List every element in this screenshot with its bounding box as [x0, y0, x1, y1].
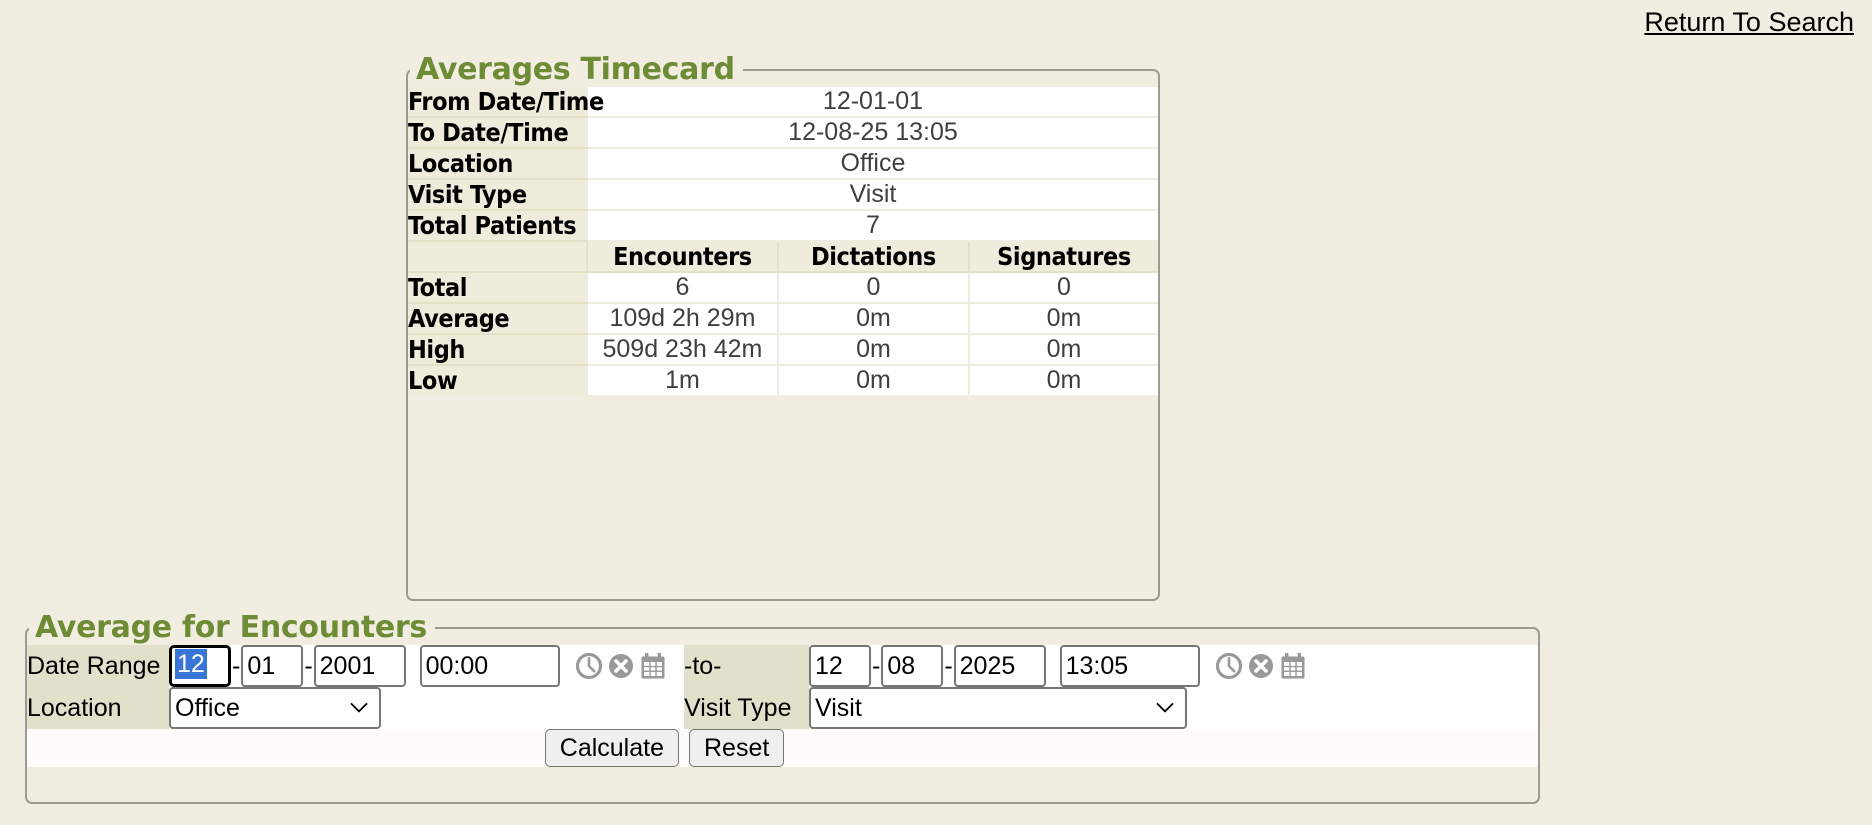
calculate-cell: Calculate	[27, 729, 684, 767]
to-separator-label: -to-	[684, 645, 809, 687]
column-header-encounters: Encounters	[585, 241, 778, 273]
cell-low-signatures: 0m	[967, 365, 1158, 395]
form-row-location-visit: Location Office Visit Type	[27, 687, 1538, 729]
row-value-total-patients: 7	[585, 210, 1158, 242]
averages-timecard-panel: Averages Timecard From Date/Time 12-01-0…	[406, 52, 1160, 601]
from-sep-1: -	[232, 651, 241, 680]
table-row: High 509d 23h 42m 0m 0m	[408, 334, 1158, 366]
column-header-blank	[408, 241, 587, 273]
from-year-input[interactable]	[313, 645, 406, 687]
to-sep-1: -	[872, 651, 881, 680]
visit-type-select-wrap: Visit	[809, 687, 1187, 729]
to-month-input[interactable]	[809, 645, 871, 687]
form-row-actions: Calculate Reset	[27, 729, 1538, 767]
table-row: Low 1m 0m 0m	[408, 365, 1158, 395]
cell-total-signatures: 0	[967, 272, 1158, 304]
from-month-wrap: 12	[169, 645, 231, 687]
from-sep-2: -	[304, 651, 313, 680]
to-date-controls: --	[809, 645, 1538, 687]
clear-icon[interactable]	[1246, 651, 1276, 681]
reset-cell: Reset	[684, 729, 1538, 767]
calendar-icon[interactable]	[1278, 651, 1308, 681]
cell-total-dictations: 0	[776, 272, 969, 304]
encounter-filter-form: Date Range 12 --	[27, 645, 1538, 767]
row-label-low: Low	[408, 365, 587, 395]
location-control: Office	[169, 687, 684, 729]
form-row-date-range: Date Range 12 --	[27, 645, 1538, 687]
visit-type-select[interactable]: Visit	[809, 687, 1187, 729]
from-month-input[interactable]	[169, 645, 231, 687]
cell-average-dictations: 0m	[776, 303, 969, 335]
location-select-wrap: Office	[169, 687, 381, 729]
table-row: From Date/Time 12-01-01	[408, 87, 1158, 118]
table-row: Total 6 0 0	[408, 272, 1158, 304]
to-year-input[interactable]	[953, 645, 1046, 687]
row-label-total: Total	[408, 272, 587, 304]
table-row: Location Office	[408, 148, 1158, 180]
column-header-dictations: Dictations	[776, 241, 969, 273]
cell-average-signatures: 0m	[967, 303, 1158, 335]
row-label-location: Location	[408, 148, 587, 180]
clock-icon[interactable]	[1214, 651, 1244, 681]
visit-type-label: Visit Type	[684, 687, 809, 729]
table-row: Total Patients 7	[408, 210, 1158, 242]
cell-high-encounters: 509d 23h 42m	[585, 334, 778, 366]
calendar-icon[interactable]	[638, 651, 668, 681]
to-time-input[interactable]	[1059, 645, 1200, 687]
location-label: Location	[27, 687, 169, 729]
table-row: Visit Type Visit	[408, 179, 1158, 211]
averages-timecard-legend: Averages Timecard	[416, 52, 735, 87]
row-value-to-date: 12-08-25 13:05	[585, 117, 1158, 149]
from-time-input[interactable]	[419, 645, 560, 687]
row-value-from-date: 12-01-01	[585, 87, 1158, 118]
table-row: To Date/Time 12-08-25 13:05	[408, 117, 1158, 149]
cell-average-encounters: 109d 2h 29m	[585, 303, 778, 335]
row-value-visit-type: Visit	[585, 179, 1158, 211]
averages-timecard-table: From Date/Time 12-01-01 To Date/Time 12-…	[408, 87, 1158, 395]
row-label-visit-type: Visit Type	[408, 179, 587, 211]
to-day-input[interactable]	[881, 645, 944, 687]
location-select[interactable]: Office	[169, 687, 381, 729]
cell-low-encounters: 1m	[585, 365, 778, 395]
row-value-location: Office	[585, 148, 1158, 180]
row-label-to-date: To Date/Time	[408, 117, 587, 149]
cell-high-dictations: 0m	[776, 334, 969, 366]
reset-button[interactable]: Reset	[689, 729, 785, 767]
cell-high-signatures: 0m	[967, 334, 1158, 366]
clear-icon[interactable]	[606, 651, 636, 681]
cell-low-dictations: 0m	[776, 365, 969, 395]
visit-type-control: Visit	[809, 687, 1538, 729]
average-for-encounters-legend: Average for Encounters	[35, 610, 427, 645]
return-to-search-link[interactable]: Return To Search	[1644, 7, 1854, 37]
row-label-average: Average	[408, 303, 587, 335]
calculate-button[interactable]: Calculate	[544, 729, 679, 767]
table-header-row: Encounters Dictations Signatures	[408, 241, 1158, 273]
row-label-total-patients: Total Patients	[408, 210, 587, 242]
to-sep-2: -	[944, 651, 953, 680]
clock-icon[interactable]	[574, 651, 604, 681]
date-range-label: Date Range	[27, 645, 169, 687]
row-label-from-date: From Date/Time	[408, 87, 604, 118]
cell-total-encounters: 6	[585, 272, 778, 304]
average-for-encounters-panel: Average for Encounters Date Range 12 --	[25, 610, 1540, 804]
from-date-controls: 12 - -	[169, 645, 684, 687]
column-header-signatures: Signatures	[967, 241, 1158, 273]
row-label-high: High	[408, 334, 587, 366]
table-row: Average 109d 2h 29m 0m 0m	[408, 303, 1158, 335]
from-day-input[interactable]	[241, 645, 304, 687]
